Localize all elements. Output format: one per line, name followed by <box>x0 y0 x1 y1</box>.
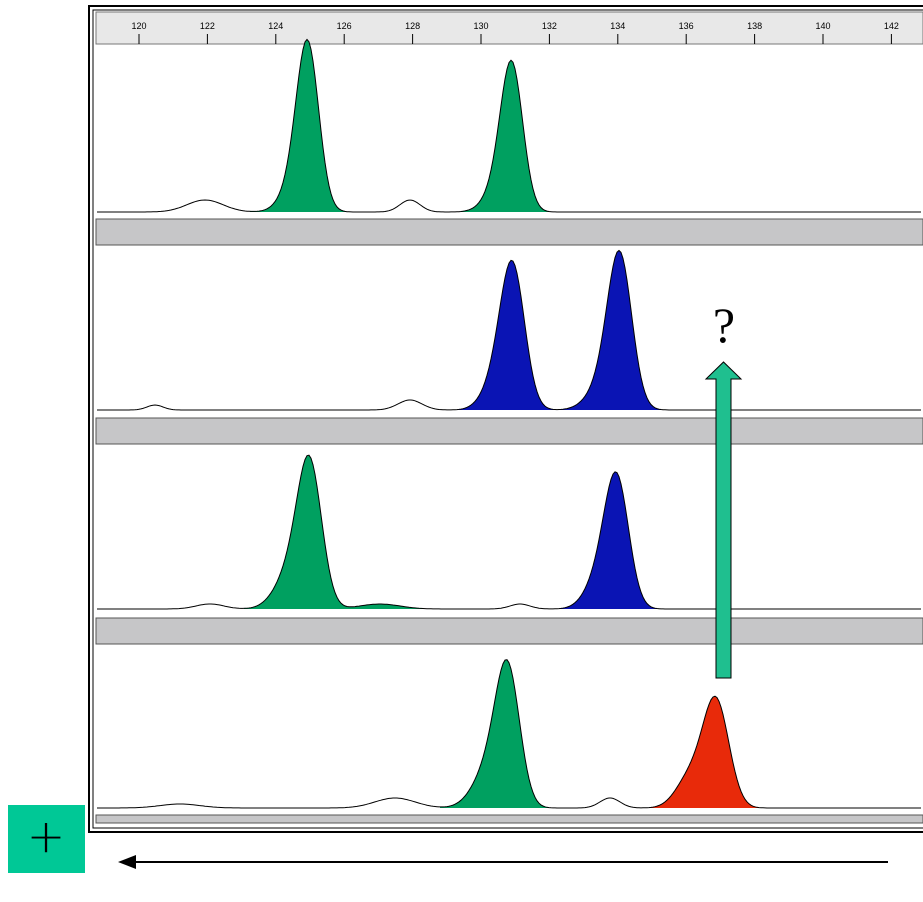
trace <box>97 659 921 809</box>
ruler-tick-label: 124 <box>268 21 283 31</box>
add-button-label[interactable]: + <box>27 809 66 863</box>
add-button[interactable]: + <box>8 805 85 873</box>
add-button-bg[interactable] <box>8 805 85 873</box>
ruler-ticks: 120 122 124 126 128 130 132 134 136 138 140 142 <box>131 21 899 44</box>
ruler-tick-label: 120 <box>131 21 146 31</box>
peak <box>646 696 818 808</box>
peak <box>552 471 715 609</box>
lane-separator <box>95 417 923 445</box>
trace <box>97 38 921 213</box>
up-arrow <box>704 361 743 679</box>
ruler <box>95 11 923 45</box>
ruler-tick-label: 136 <box>679 21 694 31</box>
trace <box>97 454 921 610</box>
ruler-tick-label: 128 <box>405 21 420 31</box>
ruler-tick-label: 122 <box>200 21 215 31</box>
lane-separator <box>95 617 923 645</box>
lane-separator <box>95 218 923 246</box>
ruler-tick-label: 132 <box>542 21 557 31</box>
question-mark: ? <box>713 297 735 353</box>
trace <box>97 249 921 411</box>
lane-separator <box>95 814 923 824</box>
peak <box>452 60 578 213</box>
peak <box>440 659 576 808</box>
ruler-tick-label: 130 <box>473 21 488 31</box>
ruler-tick-label: 138 <box>747 21 762 31</box>
peak <box>452 250 715 410</box>
ruler-tick-label: 142 <box>884 21 899 31</box>
frame-inner <box>92 9 923 829</box>
ruler-tick-label: 140 <box>815 21 830 31</box>
direction-arrowhead <box>118 855 136 869</box>
peak <box>250 40 358 212</box>
ruler-tick-label: 126 <box>337 21 352 31</box>
peak <box>244 455 430 609</box>
ruler-tick-label: 134 <box>610 21 625 31</box>
traces <box>97 38 921 809</box>
